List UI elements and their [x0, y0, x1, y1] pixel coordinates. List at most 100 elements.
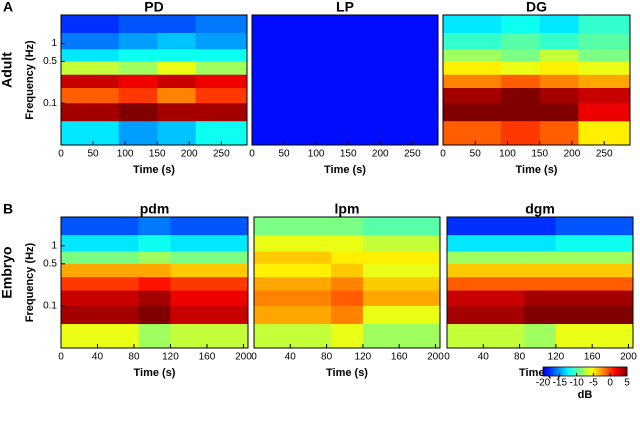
heatmap-cell — [138, 235, 171, 253]
x-axis-label: Time (s) — [516, 164, 558, 176]
x-tick-label: 0 — [58, 149, 64, 160]
colorbar-step — [554, 367, 557, 376]
heatmap-cell — [252, 32, 311, 50]
x-axis-label: Time (s) — [324, 164, 366, 176]
heatmap-cell — [309, 32, 349, 50]
colorbar-step — [603, 367, 606, 376]
heatmap-cell — [157, 49, 197, 62]
heatmap-cell — [578, 74, 631, 89]
heatmap-cell — [254, 235, 332, 253]
colorbar-tick-label: -10 — [569, 378, 584, 389]
heatmap-cell — [118, 32, 158, 50]
heatmap-cell — [386, 103, 439, 122]
heatmap-cell — [138, 251, 171, 265]
colorbar-step — [615, 367, 618, 376]
x-axis-label: Time (s) — [134, 367, 176, 379]
heatmap-cell — [138, 290, 171, 307]
heatmap-cell — [362, 217, 441, 236]
heatmap-cell — [252, 103, 311, 122]
heatmap-cell — [61, 15, 120, 34]
plot-frame — [60, 216, 249, 349]
y-axis-label: Frequency (Hz) — [24, 40, 36, 120]
y-axis-label: Frequency (Hz) — [24, 242, 36, 322]
colorbar-step — [568, 367, 571, 376]
colorbar-step — [549, 367, 552, 376]
colorbar-step — [569, 367, 572, 376]
heatmap-cell — [539, 61, 579, 76]
x-tick-label: 250 — [404, 149, 421, 160]
heatmap-cell — [362, 263, 441, 278]
heatmap-cell — [348, 121, 388, 146]
x-tick-label: 120 — [355, 352, 372, 363]
heatmap-cell — [524, 305, 557, 325]
x-tick-label: 80 — [128, 352, 140, 363]
plot-frame — [60, 14, 248, 146]
heatmap-cell — [501, 103, 541, 122]
y-tick-label: 0.1 — [43, 98, 57, 109]
x-tick-label: 200 — [427, 352, 444, 363]
heatmap-cell — [195, 15, 248, 34]
colorbar-tick-label: -20 — [536, 378, 551, 389]
heatmap-cell — [157, 121, 197, 146]
panel-title: dgm — [525, 201, 555, 217]
heatmap-cell — [252, 15, 311, 34]
x-tick-label: 0 — [444, 352, 450, 363]
colorbar-step — [625, 367, 628, 376]
x-tick-label: 0 — [58, 352, 64, 363]
colorbar-tick-label: -5 — [589, 378, 598, 389]
y-tick-label: 1 — [51, 38, 57, 49]
plot-frame — [446, 216, 634, 349]
heatmap-cell — [170, 277, 249, 292]
heatmap-cell — [309, 49, 349, 62]
colorbar-step — [561, 367, 564, 376]
heatmap-cell — [254, 324, 332, 349]
heatmap-cell — [555, 263, 634, 278]
heatmap-cell — [331, 305, 364, 325]
heatmap-cell — [501, 74, 541, 89]
heatmap-cell — [386, 32, 439, 50]
heatmap-cell — [252, 61, 311, 76]
colorbar-step — [551, 367, 554, 376]
heatmap-cell — [138, 324, 171, 349]
panel-title: pdm — [140, 201, 170, 217]
heatmap-cell — [539, 15, 579, 34]
heatmap-cell — [61, 121, 120, 146]
heatmap-cell — [195, 103, 248, 122]
heatmap-cell — [309, 87, 349, 104]
plot-frame — [253, 216, 441, 349]
row-label: Adult — [0, 52, 15, 88]
colorbar-frame — [542, 366, 628, 377]
heatmap-cell — [61, 251, 140, 265]
heatmap-cell — [61, 305, 140, 325]
heatmap-cell — [254, 251, 332, 265]
panel-label: B — [3, 201, 13, 217]
heatmap-cell — [386, 87, 439, 104]
x-tick-label: 160 — [391, 352, 408, 363]
colorbar-step — [579, 367, 583, 376]
colorbar-step — [623, 367, 626, 376]
heatmap-cell — [61, 277, 140, 292]
heatmap-cell — [61, 235, 140, 253]
heatmap-cell — [61, 32, 120, 50]
x-tick-label: 120 — [162, 352, 179, 363]
colorbar-step — [556, 367, 559, 376]
x-tick-label: 0 — [251, 352, 257, 363]
heatmap-cell — [539, 32, 579, 50]
heatmap-cell — [443, 121, 502, 146]
heatmap-cell — [362, 290, 441, 307]
heatmap-cell — [195, 32, 248, 50]
heatmap-cell — [309, 61, 349, 76]
heatmap-cell — [252, 49, 311, 62]
heatmap-cell — [118, 74, 158, 89]
colorbar-step — [606, 367, 609, 376]
x-tick-label: 0 — [249, 149, 255, 160]
heatmap-cell — [118, 103, 158, 122]
panel-label: A — [3, 0, 13, 15]
heatmap-cell — [309, 103, 349, 122]
heatmap-cell — [157, 74, 197, 89]
x-tick-label: 200 — [181, 149, 198, 160]
colorbar-step — [576, 367, 579, 376]
heatmap-cell — [331, 235, 364, 253]
